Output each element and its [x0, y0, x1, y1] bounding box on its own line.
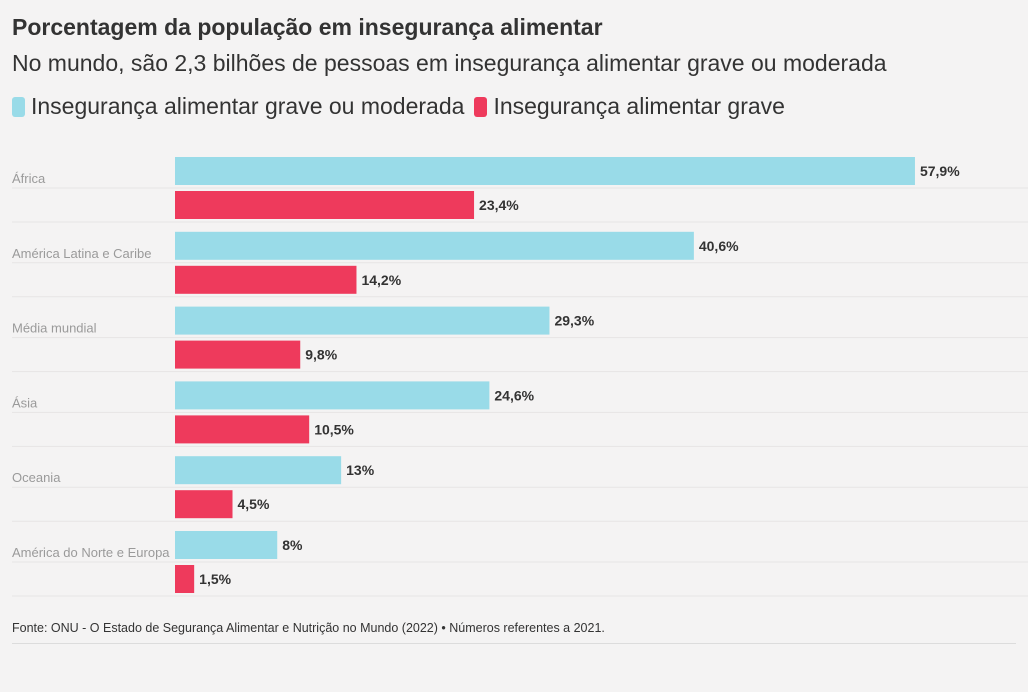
category-label-row-2: Média mundial [12, 321, 97, 336]
data-label-severe-row-3: 10,5% [314, 421, 354, 437]
data-label-severe-row-2: 9,8% [305, 347, 337, 363]
chart-title: Porcentagem da população em insegurança … [12, 14, 603, 40]
chart-subtitle: No mundo, são 2,3 bilhões de pessoas em … [12, 50, 887, 76]
bar-moderate-row-2 [175, 306, 550, 335]
category-label-row-1: América Latina e Caribe [12, 246, 151, 261]
bar-moderate-row-3 [175, 381, 490, 410]
category-label-row-5: América do Norte e Europa [12, 545, 170, 560]
bar-moderate-row-1 [175, 231, 694, 260]
data-label-moderate-row-2: 29,3% [554, 313, 594, 329]
chart-legend: Insegurança alimentar grave ou moderada … [12, 93, 795, 120]
bar-chart: África 57,9% 23,4% América Latina e Caribe 4… [12, 157, 1028, 597]
bar-moderate-row-0 [175, 157, 915, 185]
legend-label-severe: Insegurança alimentar grave [493, 93, 785, 119]
bar-severe-row-0 [175, 191, 475, 219]
bottom-divider [12, 643, 1016, 644]
data-label-severe-row-0: 23,4% [479, 197, 519, 213]
data-label-moderate-row-3: 24,6% [494, 387, 534, 403]
data-label-severe-row-1: 14,2% [361, 272, 401, 288]
bar-severe-row-4 [175, 490, 233, 519]
data-label-moderate-row-1: 40,6% [699, 238, 739, 254]
data-label-moderate-row-5: 8% [282, 537, 303, 553]
bar-moderate-row-5 [175, 531, 278, 559]
bar-severe-row-5 [175, 565, 195, 593]
legend-label-moderate: Insegurança alimentar grave ou moderada [31, 93, 465, 119]
data-label-moderate-row-0: 57,9% [920, 163, 960, 179]
data-label-moderate-row-4: 13% [346, 462, 375, 478]
source-note: Fonte: ONU - O Estado de Segurança Alime… [12, 621, 605, 635]
legend-item-severe: Insegurança alimentar grave [474, 93, 785, 120]
data-label-severe-row-4: 4,5% [238, 496, 270, 512]
bar-severe-row-1 [175, 265, 357, 294]
bar-moderate-row-4 [175, 456, 342, 485]
category-label-row-3: Ásia [12, 395, 38, 410]
category-label-row-0: África [12, 171, 46, 186]
data-label-severe-row-5: 1,5% [199, 571, 231, 587]
legend-item-moderate: Insegurança alimentar grave ou moderada [12, 93, 464, 120]
legend-swatch-moderate [12, 96, 25, 117]
legend-swatch-severe [474, 96, 488, 117]
bar-severe-row-2 [175, 340, 301, 369]
bar-severe-row-3 [175, 415, 310, 444]
category-label-row-4: Oceania [12, 470, 61, 485]
